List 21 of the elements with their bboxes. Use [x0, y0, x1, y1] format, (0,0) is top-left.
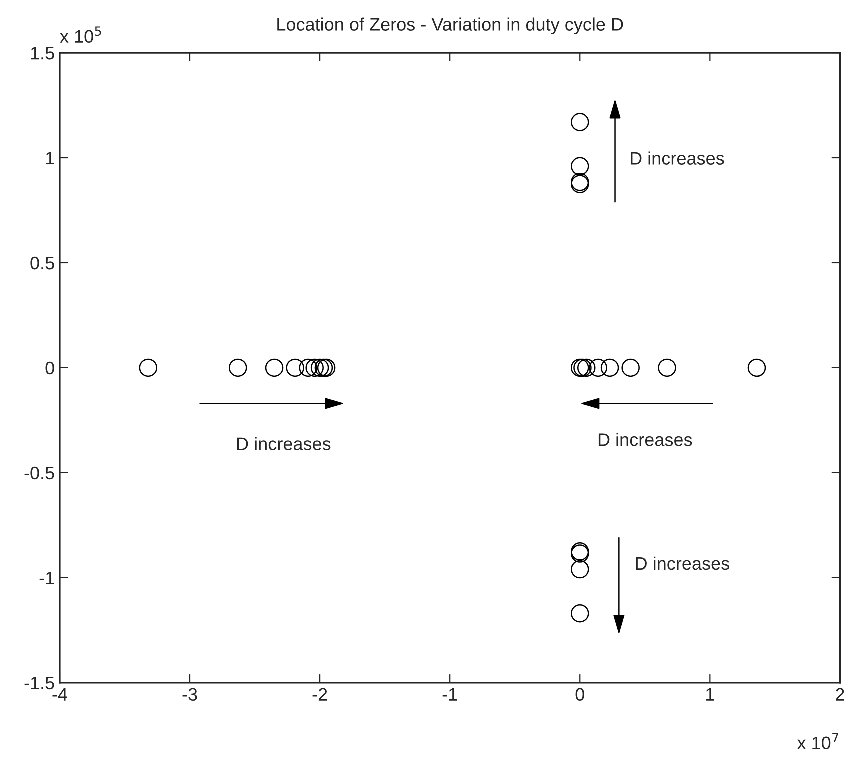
y-tick-label: 0.5 [30, 256, 54, 270]
text: x 10$^{5}$ [60, 26, 102, 44]
y-tick-label: 1 [46, 152, 54, 165]
y-tick-label: -1.5 [24, 677, 54, 690]
x-tick-label: -4 [52, 688, 68, 701]
y-tick-label: -0.5 [24, 466, 54, 480]
x-tick-label: 0 [576, 688, 584, 702]
x-tick-label: -3 [182, 688, 198, 702]
x-tick-label: -1 [442, 688, 458, 701]
x-tick-label: -2 [312, 688, 328, 701]
annotation: D increases [237, 437, 331, 450]
text: x 10$^{7}$ [797, 733, 838, 750]
y-tick-label: 0 [46, 362, 54, 375]
annotation: D increases [636, 556, 730, 570]
x-tick-label: 1 [706, 688, 714, 701]
annotation: D increases [598, 433, 692, 446]
annotation: D increases [631, 152, 724, 165]
y-tick-label: 1.5 [31, 47, 54, 60]
x-tick-label: 2 [836, 688, 844, 701]
chart-title: Location of Zeros - Variation in duty cycle D [278, 18, 624, 35]
y-tick-label: -1 [40, 572, 54, 584]
